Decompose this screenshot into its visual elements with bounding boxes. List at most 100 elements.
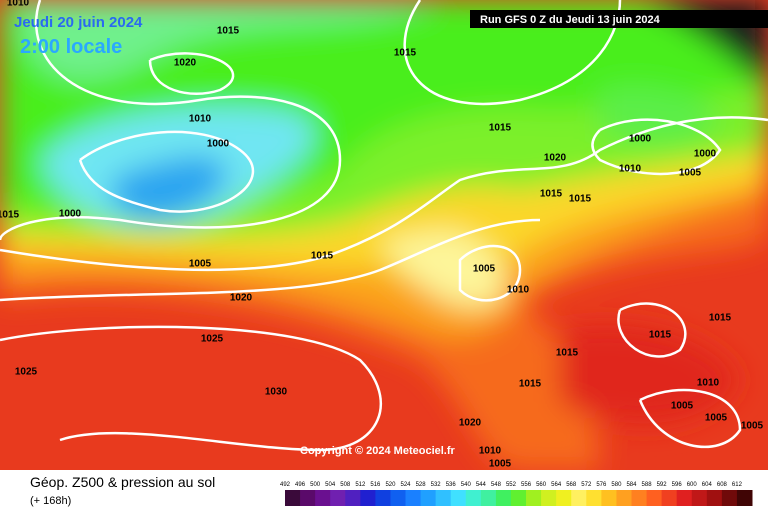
colorbar-label: 496: [295, 482, 306, 488]
colorbar-label: 544: [476, 482, 487, 488]
colorbar-swatch: [390, 490, 407, 506]
isobar-label: 1015: [519, 379, 542, 390]
colorbar-swatch: [721, 490, 738, 506]
isobar-label: 1015: [394, 48, 417, 59]
colorbar-swatch: [285, 490, 301, 506]
colorbar-swatch: [465, 490, 482, 506]
colorbar: 492 496 500 504 508 512 516 520 524 528 532 536 540 5…: [280, 482, 753, 506]
colorbar-swatch: [435, 490, 452, 506]
isobar-label: 1030: [265, 387, 288, 398]
isobar-label: 1015: [556, 348, 579, 359]
footer-title: Géop. Z500 & pression au sol: [30, 474, 215, 490]
colorbar-label: 532: [431, 482, 442, 488]
colorbar-swatch: [330, 490, 346, 506]
colorbar-swatch: [495, 490, 512, 506]
isobar-label: 1005: [473, 264, 496, 275]
colorbar-label: 600: [687, 482, 698, 488]
isobar-label: 1005: [189, 259, 212, 270]
colorbar-label: 492: [280, 482, 291, 488]
colorbar-swatch: [526, 490, 542, 506]
isobar-label: 1000: [207, 139, 230, 150]
isobar-label: 1000: [694, 149, 717, 160]
isobar-label: 1015: [569, 194, 592, 205]
colorbar-swatch: [510, 490, 527, 506]
colorbar-label: 548: [491, 482, 502, 488]
colorbar-label: 500: [310, 482, 321, 488]
colorbar-swatch: [375, 490, 391, 506]
colorbar-label: 568: [566, 482, 577, 488]
colorbar-label: 604: [702, 482, 713, 488]
colorbar-swatch: [676, 490, 693, 506]
colorbar-label: 564: [551, 482, 562, 488]
colorbar-label: 612: [732, 482, 743, 488]
isobar-label: 1025: [15, 367, 38, 378]
isobar-label: 1020: [174, 58, 197, 69]
colorbar-swatch: [315, 490, 331, 506]
isobar-label: 1010: [7, 0, 30, 9]
isobar-label: 1005: [705, 413, 728, 424]
colorbar-label: 560: [536, 482, 547, 488]
colorbar-label: 512: [355, 482, 366, 488]
colorbar-swatch: [541, 490, 557, 506]
colorbar-label: 580: [611, 482, 622, 488]
colorbar-swatch: [556, 490, 572, 506]
colorbar-label: 576: [596, 482, 607, 488]
colorbar-swatch: [601, 490, 617, 506]
colorbar-label: 592: [657, 482, 668, 488]
isobar-label: 1015: [311, 251, 334, 262]
colorbar-swatch: [646, 490, 663, 506]
run-info: Run GFS 0 Z du Jeudi 13 juin 2024: [480, 14, 661, 26]
isobar-label: 1005: [679, 168, 702, 179]
colorbar-swatch: [706, 490, 723, 506]
colorbar-swatch: [360, 490, 376, 506]
colorbar-label: 608: [717, 482, 728, 488]
colorbar-label: 584: [626, 482, 637, 488]
forecast-time: 2:00 locale: [20, 36, 122, 58]
isobar-label: 1005: [489, 459, 512, 470]
colorbar-swatch: [450, 490, 467, 506]
forecast-date: Jeudi 20 juin 2024: [14, 14, 143, 31]
colorbar-label: 516: [370, 482, 381, 488]
colorbar-swatch: [480, 490, 497, 506]
colorbar-swatch: [616, 490, 632, 506]
colorbar-label: 596: [672, 482, 683, 488]
colorbar-label: 540: [461, 482, 472, 488]
isobar-label: 1010: [189, 114, 212, 125]
isobar-label: 1015: [0, 210, 20, 221]
colorbar-swatch: [405, 490, 422, 506]
colorbar-swatch: [586, 490, 602, 506]
colorbar-label: 556: [521, 482, 532, 488]
colorbar-label: 572: [581, 482, 592, 488]
isobar-label: 1020: [544, 153, 567, 164]
isobar-label: 1020: [459, 418, 482, 429]
isobar-label: 1010: [619, 164, 642, 175]
colorbar-label: 508: [340, 482, 351, 488]
isobar-label: 1025: [201, 334, 224, 345]
isobar-label: 1000: [59, 209, 82, 220]
map: 1010 1015 1020 1015 1010 1000 1015 1000 1000 1020…: [0, 0, 768, 470]
colorbar-swatch: [736, 490, 753, 506]
isobar-label: 1015: [649, 330, 672, 341]
isobars: [0, 0, 768, 452]
colorbar-swatch: [300, 490, 316, 506]
isobar-label: 1010: [507, 285, 530, 296]
isobar-label: 1005: [671, 401, 694, 412]
colorbar-swatch: [420, 490, 437, 506]
colorbar-swatch: [345, 490, 361, 506]
colorbar-label: 588: [642, 482, 653, 488]
isobar-label: 1000: [629, 134, 652, 145]
isobar-label: 1015: [709, 313, 732, 324]
colorbar-swatch: [661, 490, 678, 506]
colorbar-label: 552: [506, 482, 517, 488]
footer-lead: (+ 168h): [30, 495, 71, 507]
isobar-label: 1005: [741, 421, 764, 432]
colorbar-label: 536: [446, 482, 457, 488]
colorbar-swatch: [631, 490, 648, 506]
isobar-label: 1015: [489, 123, 512, 134]
isobar-label: 1010: [697, 378, 720, 389]
colorbar-label: 504: [325, 482, 336, 488]
copyright: Copyright © 2024 Meteociel.fr: [300, 445, 456, 457]
colorbar-swatch: [571, 490, 587, 506]
